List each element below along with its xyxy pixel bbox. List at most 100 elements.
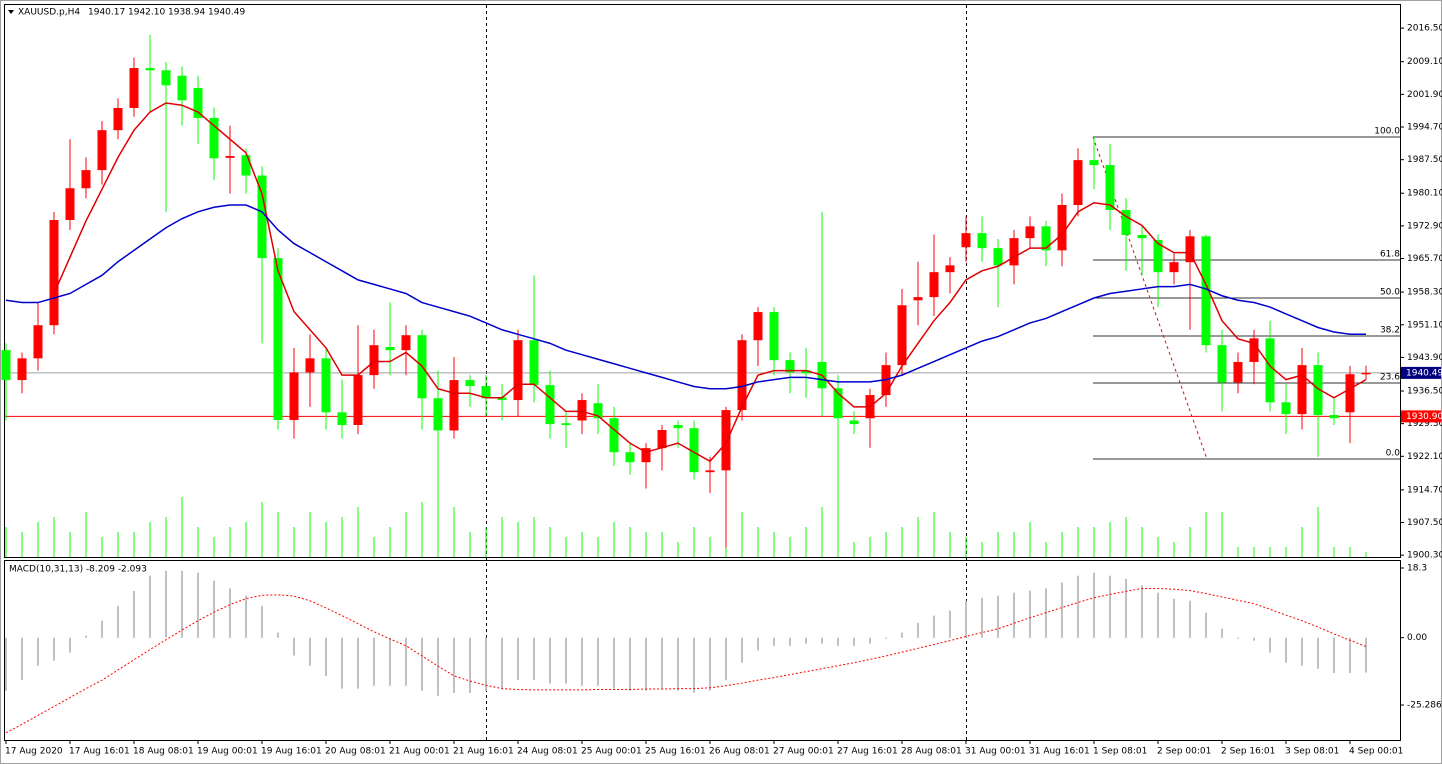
macd-bar [117,605,119,638]
candle-body [433,398,443,431]
candle-body [1009,238,1019,266]
candle-body [209,117,219,159]
macd-bar [277,632,279,638]
x-tick-label: 27 Aug 00:01 [773,747,834,757]
candle-body [401,335,411,351]
fib-label: 38.2 [1380,326,1400,336]
candle-body [961,233,971,248]
macd-bar [517,637,519,681]
macd-bar [533,637,535,681]
candle-body [1105,165,1115,211]
y-tick-label: 2001.90 [1407,90,1442,100]
macd-bar [133,590,135,638]
candle-body [353,375,363,426]
candle-body [1137,234,1147,239]
macd-bar [485,637,487,691]
candle-body [1233,361,1243,383]
macd-bar [581,637,583,686]
candle-body [513,340,523,401]
price-label-box [1401,410,1441,423]
candle-body [305,358,315,373]
candle-body [945,265,955,273]
candle-body [289,372,299,421]
candle-body [977,233,987,249]
macd-tick-label: 18.3 [1407,564,1427,574]
candle-body [113,107,123,131]
macd-title: MACD(10,31,13) -8.209 -2.093 [9,565,147,575]
macd-bar [805,637,807,644]
candle-body [225,156,235,158]
macd-bar [1125,578,1127,638]
macd-bar [37,637,39,666]
macd-bar [901,632,903,638]
candle-body [625,452,635,463]
candle-body [1329,415,1339,419]
macd-bar [101,620,103,638]
candle-body [241,155,251,176]
macd-bar [1349,637,1351,673]
candle-body [1297,365,1307,415]
candle-body [593,403,603,419]
x-tick-label: 2 Sep 16:01 [1221,747,1275,757]
macd-bar [821,637,823,644]
macd-bar [325,637,327,676]
candle-body [1,350,11,381]
macd-bar [949,610,951,638]
macd-bar [165,570,167,638]
candle-body [497,397,507,401]
candle-body [257,175,267,259]
y-tick-label: 1914.70 [1407,485,1442,495]
candle-body [1121,210,1131,235]
macd-bar [629,637,631,691]
x-tick-label: 24 Aug 08:01 [517,747,578,757]
y-tick-label: 1936.50 [1407,386,1442,396]
macd-bar [389,637,391,686]
candle-body [1057,205,1067,251]
macd-bar [5,637,7,691]
y-tick-label: 1900.30 [1407,551,1442,561]
candle-body [1265,338,1275,403]
macd-tick-label: -25.286 [1407,701,1442,711]
candle-body [129,68,139,108]
macd-bar [405,637,407,686]
x-tick-label: 20 Aug 08:01 [325,747,386,757]
candle-body [1153,239,1163,273]
macd-bar [197,572,199,638]
macd-bar [853,637,855,646]
macd-bar [549,637,551,684]
macd-bar [53,637,55,661]
macd-bar [965,600,967,638]
x-tick-label: 27 Aug 16:01 [837,747,898,757]
macd-bar [1333,637,1335,673]
macd-bar [1013,592,1015,638]
x-tick-label: 31 Aug 16:01 [1029,747,1090,757]
macd-bar [1109,575,1111,638]
macd-tick-label: 0.00 [1407,633,1427,643]
candle-body [721,410,731,471]
candle-body [193,88,203,118]
x-tick-label: 1 Sep 08:01 [1093,747,1147,757]
macd-bar [757,637,759,651]
macd-bar [677,637,679,691]
x-tick-label: 19 Aug 00:01 [197,747,258,757]
y-tick-label: 1958.30 [1407,288,1442,298]
macd-bar [773,637,775,646]
candle-body [849,420,859,425]
candle-body [1025,226,1035,239]
macd-bar [213,580,215,638]
menu-arrow[interactable] [8,10,14,14]
macd-bar [421,637,423,691]
candle-body [785,360,795,373]
macd-bar [469,637,471,693]
macd-bar [373,637,375,686]
macd-bar [837,637,839,646]
moving-average [5,204,1366,390]
y-tick-label: 1987.50 [1407,155,1442,165]
macd-bar [341,637,343,689]
candle-body [481,386,491,399]
candle-body [609,418,619,453]
x-tick-label: 21 Aug 00:01 [389,747,450,757]
y-tick-label: 1965.70 [1407,254,1442,264]
